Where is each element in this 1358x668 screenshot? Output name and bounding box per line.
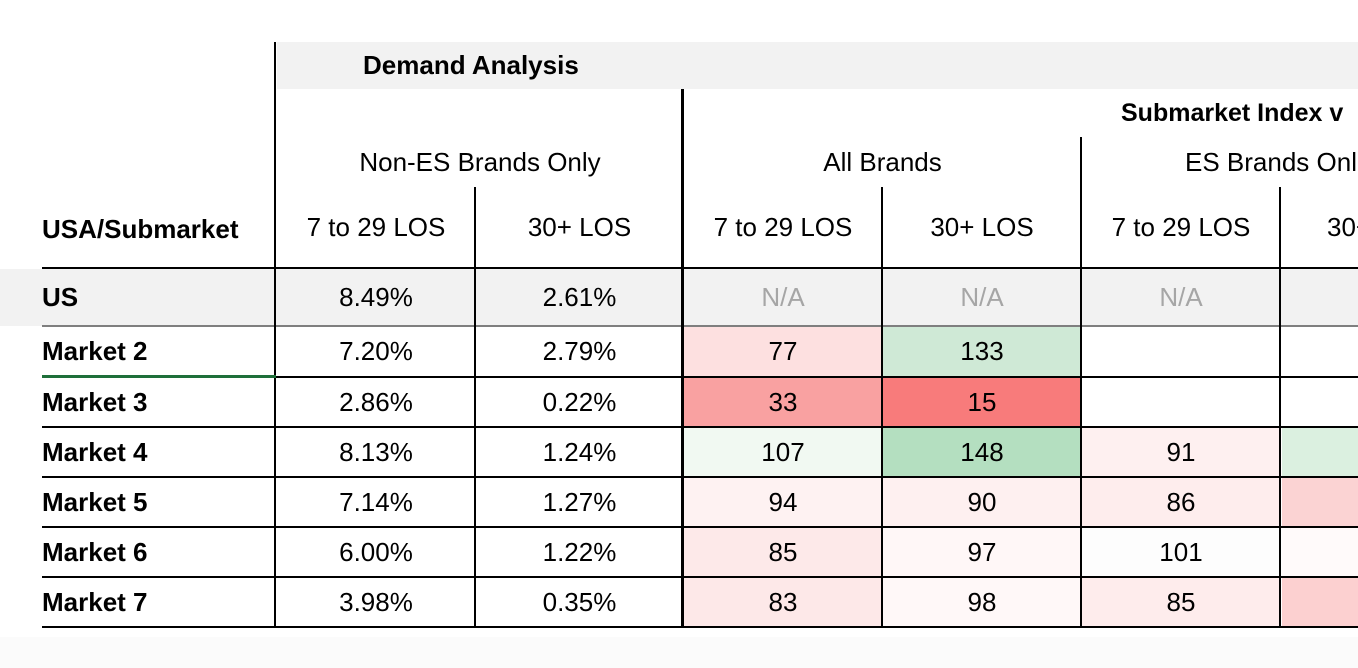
cell-all-7-29[interactable]: 85: [684, 528, 882, 576]
cell-non-es-7-29[interactable]: 3.98%: [339, 587, 413, 617]
cell-non-es-30[interactable]: 1.22%: [542, 536, 617, 567]
cell-all-30[interactable]: 148: [883, 428, 1081, 476]
cell-all-30[interactable]: 15: [883, 378, 1081, 426]
row-border: [42, 476, 1358, 478]
cell-es-30[interactable]: [1282, 578, 1358, 627]
table-row-us: US 8.49% 2.61% N/A N/A N/A: [0, 269, 1358, 326]
row-label[interactable]: Market 5: [42, 486, 148, 517]
cell-es-7-29[interactable]: [1082, 327, 1280, 376]
cell-all-7-29[interactable]: 94: [684, 478, 882, 526]
cell-es-7-29[interactable]: 85: [1082, 578, 1280, 627]
demand-analysis-title[interactable]: Demand Analysis: [363, 50, 579, 80]
cell-all-30[interactable]: 97: [883, 528, 1081, 576]
cell-non-es-7-29[interactable]: 7.14%: [339, 486, 413, 517]
row-label[interactable]: Market 6: [42, 536, 148, 567]
sub-header-es-30[interactable]: 30+: [1327, 212, 1358, 242]
cell-all-7-29[interactable]: N/A: [761, 282, 805, 312]
selected-cell-indicator: [42, 375, 276, 378]
cell-all-7-29[interactable]: 107: [684, 428, 882, 476]
sub-header-non-es-30[interactable]: 30+ LOS: [527, 212, 632, 242]
table-row-market-2: Market 2 7.20% 2.79% 77 133: [0, 327, 1358, 376]
cell-es-7-29[interactable]: 101: [1082, 528, 1280, 576]
cell-non-es-7-29[interactable]: 2.86%: [339, 386, 413, 417]
row-label[interactable]: Market 2: [42, 336, 148, 366]
group-es-brands[interactable]: ES Brands Onl: [1185, 147, 1357, 177]
section-border: [681, 89, 684, 628]
cell-non-es-7-29[interactable]: 8.49%: [339, 282, 413, 312]
row-border: [42, 376, 1358, 378]
row-label[interactable]: Market 4: [42, 436, 148, 467]
sheet-bottom-margin: [0, 637, 1358, 668]
usa-submarket-header[interactable]: USA/Submarket: [42, 214, 239, 244]
row-label[interactable]: Market 7: [42, 587, 148, 617]
cell-all-30[interactable]: 133: [883, 327, 1081, 376]
row-border: [42, 576, 1358, 578]
cell-es-30[interactable]: [1282, 528, 1358, 576]
sub-header-non-es-7-29[interactable]: 7 to 29 LOS: [306, 212, 446, 242]
cell-non-es-30[interactable]: 0.35%: [542, 587, 617, 617]
cell-non-es-30[interactable]: 1.27%: [542, 486, 617, 517]
column-border: [474, 187, 476, 628]
cell-non-es-7-29[interactable]: 6.00%: [339, 536, 413, 567]
cell-all-30[interactable]: 90: [883, 478, 1081, 526]
cell-non-es-30[interactable]: 1.24%: [542, 436, 617, 467]
table-row-market-4: Market 4 8.13% 1.24% 107 148 91: [0, 428, 1358, 476]
cell-non-es-7-29[interactable]: 7.20%: [339, 336, 413, 366]
cell-es-30[interactable]: [1282, 428, 1358, 476]
cell-all-7-29[interactable]: 33: [684, 378, 882, 426]
cell-es-7-29[interactable]: 91: [1082, 428, 1280, 476]
cell-es-30[interactable]: [1282, 478, 1358, 526]
us-row-bottom-border: [42, 325, 1358, 327]
table-row-market-3: Market 3 2.86% 0.22% 33 15: [0, 378, 1358, 426]
group-all-brands[interactable]: All Brands: [823, 147, 942, 177]
cell-es-7-29[interactable]: 86: [1082, 478, 1280, 526]
cell-non-es-7-29[interactable]: 8.13%: [339, 436, 413, 467]
cell-non-es-30[interactable]: 2.61%: [542, 282, 617, 312]
submarket-index-title[interactable]: Submarket Index v: [1121, 99, 1344, 127]
column-border: [1279, 187, 1281, 628]
table-bottom-border: [42, 626, 1358, 628]
cell-non-es-30[interactable]: 0.22%: [542, 386, 617, 417]
group-non-es-brands[interactable]: Non-ES Brands Only: [359, 147, 601, 177]
cell-all-30[interactable]: 98: [883, 578, 1081, 627]
label-column-border: [274, 42, 276, 628]
group-border: [1080, 137, 1082, 628]
row-label[interactable]: Market 3: [42, 386, 148, 417]
cell-all-30[interactable]: N/A: [960, 282, 1004, 312]
cell-es-7-29[interactable]: [1082, 378, 1280, 426]
header-bottom-border: [42, 267, 1358, 269]
cell-non-es-30[interactable]: 2.79%: [542, 336, 617, 366]
column-border: [881, 187, 883, 628]
cell-all-7-29[interactable]: 77: [684, 327, 882, 376]
row-border: [42, 526, 1358, 528]
cell-all-7-29[interactable]: 83: [684, 578, 882, 627]
table-row-market-5: Market 5 7.14% 1.27% 94 90 86: [0, 478, 1358, 526]
sub-header-all-7-29[interactable]: 7 to 29 LOS: [713, 212, 853, 242]
table-row-market-7: Market 7 3.98% 0.35% 83 98 85: [0, 578, 1358, 627]
cell-es-7-29[interactable]: N/A: [1159, 282, 1203, 312]
demand-analysis-header-band: [277, 42, 1358, 89]
row-border: [42, 426, 1358, 428]
sub-header-es-7-29[interactable]: 7 to 29 LOS: [1111, 212, 1251, 242]
table-row-market-6: Market 6 6.00% 1.22% 85 97 101: [0, 528, 1358, 576]
row-label[interactable]: US: [42, 282, 79, 312]
sub-header-all-30[interactable]: 30+ LOS: [930, 212, 1034, 242]
